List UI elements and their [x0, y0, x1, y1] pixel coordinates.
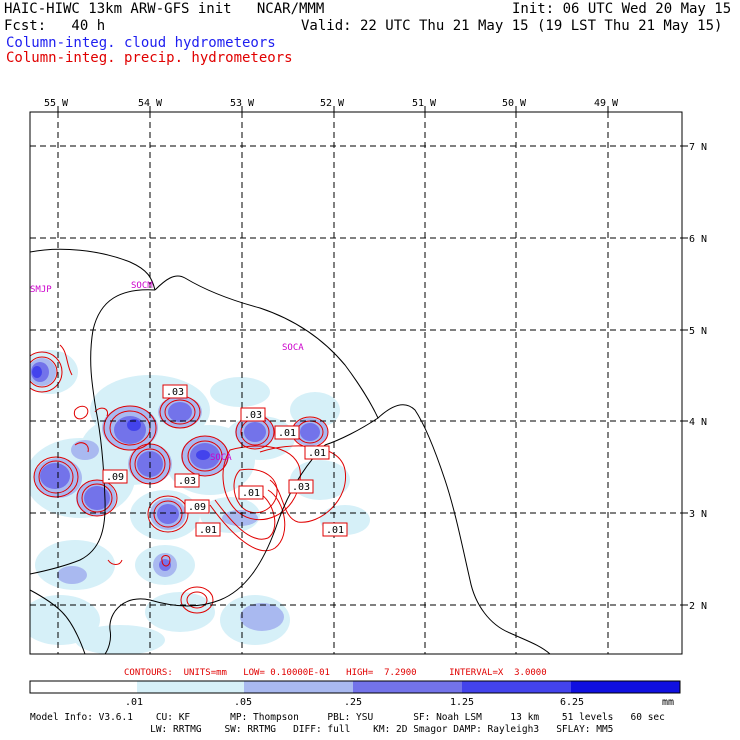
contour-label-group: .03 .03 .01 .01 .09 .03 .01 .03 .09 .01 … [102, 384, 348, 537]
lon-label: 54 W [138, 98, 163, 109]
model-info-line1: Model Info: V3.6.1 CU: KF MP: Thompson P… [30, 712, 665, 723]
colorbar [29, 680, 681, 694]
map-frame [29, 111, 683, 655]
forecast-hour: Fcst: 40 h [4, 18, 106, 34]
lon-label: 50 W [502, 98, 527, 109]
contour-label: .03 [166, 387, 184, 398]
coastline-and-borders [30, 248, 551, 654]
valid-time: Valid: 22 UTC Thu 21 May 15 (19 LST Thu … [301, 18, 723, 34]
lon-label: 55 W [44, 98, 69, 109]
station-label: SMJP [30, 285, 52, 295]
legend-precip-hydrometeors: Column-integ. precip. hydrometeors [6, 50, 293, 66]
contour-label: .01 [326, 525, 344, 536]
colorbar-label: .25 [344, 697, 362, 708]
colorbar-label: .01 [125, 697, 143, 708]
contour-label: .09 [106, 472, 124, 483]
lat-label: 5 N [689, 326, 707, 337]
legend-cloud-hydrometeors: Column-integ. cloud hydrometeors [6, 35, 276, 51]
contour-label: .01 [308, 448, 326, 459]
lon-label: 49 W [594, 98, 619, 109]
colorbar-unit: mm [662, 697, 674, 708]
model-title: HAIC-HIWC 13km ARW-GFS init NCAR/MMM [4, 1, 325, 17]
contour-label: .03 [178, 476, 196, 487]
station-label: SOCA [282, 343, 304, 353]
lon-label: 53 W [230, 98, 255, 109]
lon-label: 52 W [320, 98, 345, 109]
lon-label: 51 W [412, 98, 437, 109]
contour-label: .03 [292, 482, 310, 493]
lat-label: 4 N [689, 417, 707, 428]
contour-label: .01 [242, 488, 260, 499]
colorbar-label: .05 [234, 697, 252, 708]
contour-label: .09 [188, 502, 206, 513]
colorbar-label: 6.25 [560, 697, 584, 708]
lat-label: 7 N [689, 142, 707, 153]
model-info-line2: LW: RRTMG SW: RRTMG DIFF: full KM: 2D Sm… [30, 724, 614, 735]
station-label: SOCM [131, 281, 153, 291]
lat-label: 2 N [689, 601, 707, 612]
contour-label: .03 [244, 410, 262, 421]
lat-lon-grid [30, 112, 682, 654]
lat-label: 3 N [689, 509, 707, 520]
lat-label: 6 N [689, 234, 707, 245]
station-label: SOCA [210, 453, 232, 463]
init-time: Init: 06 UTC Wed 20 May 15 [512, 1, 732, 17]
contour-label: .01 [199, 525, 217, 536]
axis-ticks [57, 106, 688, 606]
contour-label: .01 [278, 428, 296, 439]
contour-info: CONTOURS: UNITS=mm LOW= 0.10000E-01 HIGH… [124, 668, 547, 678]
colorbar-label: 1.25 [450, 697, 474, 708]
